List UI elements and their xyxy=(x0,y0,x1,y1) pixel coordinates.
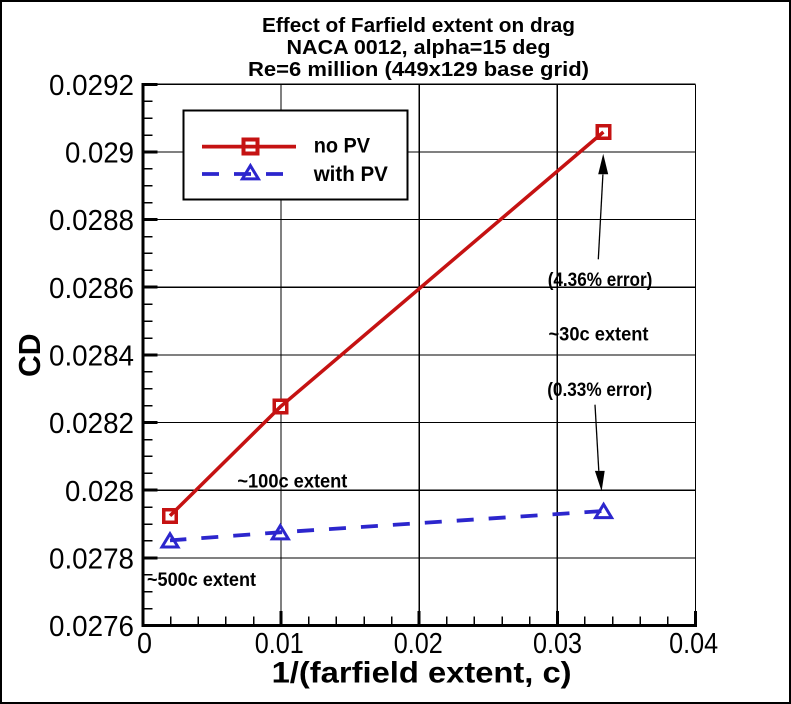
svg-text:0.0278: 0.0278 xyxy=(49,544,134,576)
svg-text:0.028: 0.028 xyxy=(65,476,134,508)
svg-text:0.0288: 0.0288 xyxy=(49,205,134,237)
svg-text:(4.36% error): (4.36% error) xyxy=(548,270,653,291)
svg-text:with PV: with PV xyxy=(313,163,388,186)
svg-text:0.02: 0.02 xyxy=(394,628,443,660)
svg-text:(0.33% error): (0.33% error) xyxy=(547,380,652,401)
svg-text:~500c extent: ~500c extent xyxy=(147,570,257,591)
svg-text:0.0284: 0.0284 xyxy=(49,341,134,373)
svg-text:0.01: 0.01 xyxy=(255,628,304,660)
svg-text:~100c extent: ~100c extent xyxy=(237,472,348,493)
svg-text:0.0276: 0.0276 xyxy=(49,611,134,643)
svg-text:CD: CD xyxy=(12,334,47,378)
svg-text:1/(farfield extent, c): 1/(farfield extent, c) xyxy=(272,657,572,690)
svg-text:0: 0 xyxy=(137,628,152,660)
svg-text:0.029: 0.029 xyxy=(65,138,134,170)
svg-text:Effect of Farfield extent on d: Effect of Farfield extent on drag xyxy=(262,15,575,37)
svg-text:no PV: no PV xyxy=(314,135,370,158)
svg-text:0.0282: 0.0282 xyxy=(49,408,134,440)
svg-text:0.0292: 0.0292 xyxy=(49,70,134,102)
svg-text:Re=6 million (449x129 base gri: Re=6 million (449x129 base grid) xyxy=(248,59,589,81)
svg-text:0.03: 0.03 xyxy=(533,628,582,660)
svg-text:0.04: 0.04 xyxy=(669,628,718,660)
svg-text:~30c extent: ~30c extent xyxy=(549,325,650,346)
svg-text:0.0286: 0.0286 xyxy=(49,273,134,305)
svg-text:NACA 0012, alpha=15 deg: NACA 0012, alpha=15 deg xyxy=(287,37,551,59)
